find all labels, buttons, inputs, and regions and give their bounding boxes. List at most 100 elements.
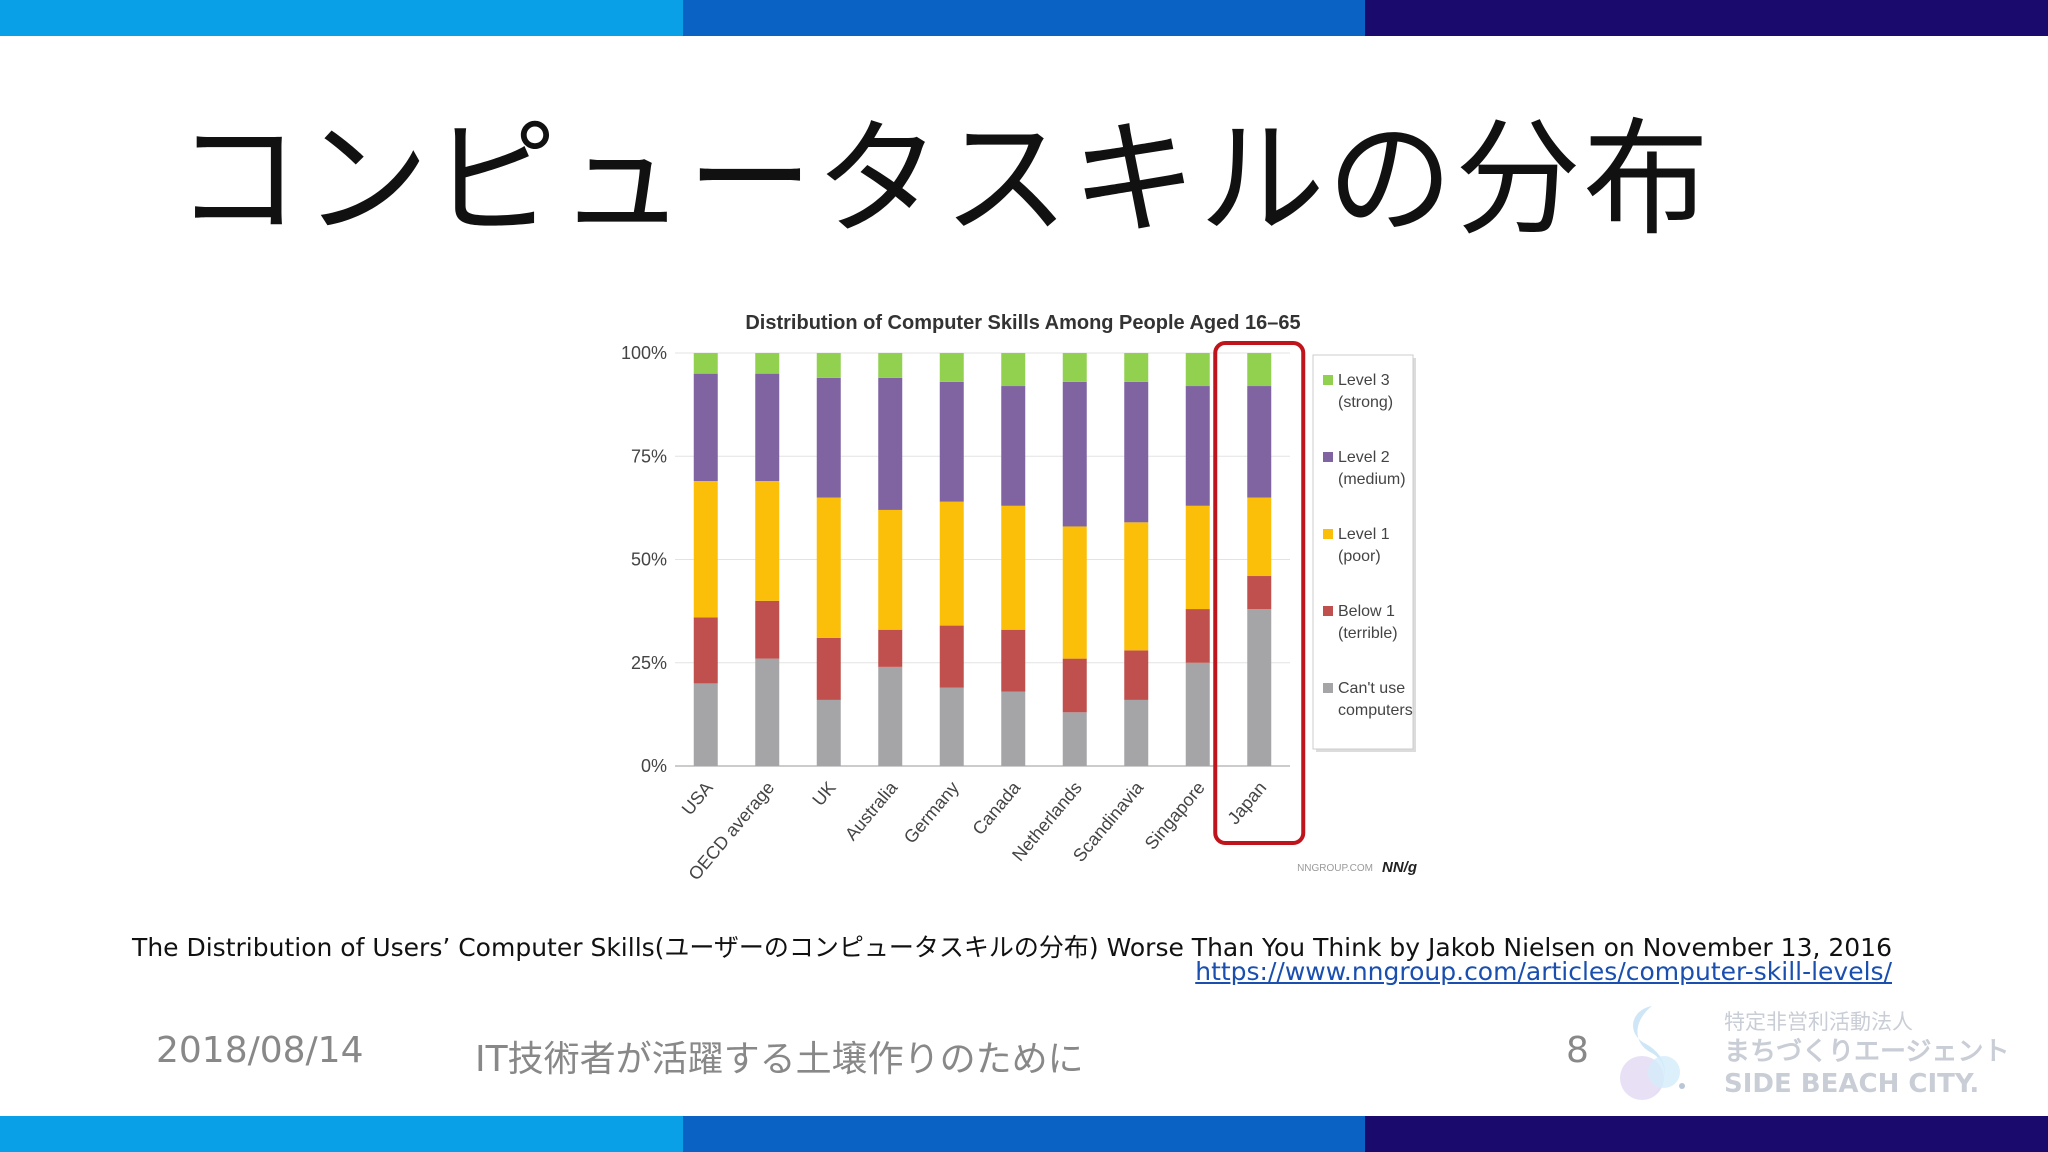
x-tick-label: Canada [968, 777, 1024, 839]
organization-logo-icon [1620, 1006, 1685, 1100]
x-tick-label: Australia [841, 777, 902, 844]
bar-segment [1062, 712, 1087, 766]
bar-segment [1062, 381, 1087, 527]
y-tick-label: 0% [641, 756, 667, 776]
bar-segment [939, 353, 964, 382]
bar-segment [1247, 576, 1272, 610]
bar-segment [816, 637, 841, 700]
legend-label: (poor) [1338, 548, 1381, 565]
bar-segment [1001, 386, 1026, 506]
bar-segment [693, 617, 718, 684]
bar-segment [1124, 522, 1149, 651]
bar-segment [878, 509, 903, 630]
bar-segment [1062, 658, 1087, 713]
bar-segment [755, 658, 780, 766]
band-segment-2 [682, 0, 1366, 36]
x-tick-label: Germany [900, 778, 963, 848]
page-number: 8 [1566, 1030, 1589, 1071]
legend-label: Below 1 [1338, 603, 1395, 620]
chart-title: Distribution of Computer Skills Among Pe… [745, 312, 1300, 334]
highlight-box [1213, 341, 1306, 845]
bar-segment [755, 353, 780, 374]
legend-swatch [1323, 606, 1333, 616]
org-type: 特定非営利活動法人 [1724, 1010, 1913, 1034]
bar-segment [816, 353, 841, 378]
bottom-color-band [0, 1116, 2048, 1152]
footer-date: 2018/08/14 [156, 1030, 364, 1071]
band-segment-2 [682, 1116, 1366, 1152]
legend-label: (strong) [1338, 394, 1393, 411]
bar-segment [1247, 497, 1272, 577]
legend-swatch [1323, 529, 1333, 539]
bar-segment [878, 353, 903, 378]
bar-segment [939, 501, 964, 626]
slide-title: コンピュータスキルの分布 [175, 106, 1711, 253]
bar-segment [1185, 662, 1210, 766]
bar-segment [1124, 381, 1149, 523]
bar-segment [1185, 353, 1210, 387]
bar-segment [1247, 353, 1272, 387]
nng-logo-text: NN/g [1382, 859, 1417, 876]
band-segment-3 [1365, 1116, 2048, 1152]
bar-segment [878, 666, 903, 766]
bar-segment [1001, 629, 1026, 692]
x-tick-label: Singapore [1141, 778, 1209, 854]
legend-label: (terrible) [1338, 625, 1398, 642]
bar-segment [1124, 650, 1149, 700]
x-tick-label: UK [808, 778, 839, 810]
bar-segment [755, 373, 780, 482]
chart-image: Distribution of Computer Skills Among Pe… [615, 305, 1425, 885]
legend-label: (medium) [1338, 471, 1406, 488]
bar-segment [693, 683, 718, 766]
band-segment-3 [1365, 0, 2048, 36]
bar-segment [1185, 386, 1210, 506]
legend-swatch [1323, 683, 1333, 693]
band-segment-1 [0, 1116, 683, 1152]
bar-segment [1124, 699, 1149, 766]
bar-segment [1062, 526, 1087, 659]
bar-segment [816, 377, 841, 498]
band-segment-1 [0, 0, 683, 36]
legend-label: Level 2 [1338, 449, 1390, 466]
bar-segment [1001, 353, 1026, 387]
bar-segment [1001, 691, 1026, 766]
org-name-jp: まちづくりエージェント [1724, 1037, 2010, 1067]
bar-segment [1062, 353, 1087, 382]
legend-label: computers [1338, 702, 1413, 719]
bar-segment [939, 687, 964, 766]
bar-segment [755, 481, 780, 601]
bar-segment [1001, 505, 1026, 630]
legend-swatch [1323, 375, 1333, 385]
bar-segment [693, 481, 718, 618]
source-link[interactable]: https://www.nngroup.com/articles/compute… [1195, 957, 1892, 986]
top-color-band [0, 0, 2048, 36]
org-name-en: SIDE BEACH CITY. [1724, 1069, 1980, 1099]
footer-talk-title: IT技術者が活躍する土壌作りのために [475, 1039, 1084, 1080]
bar-segment [939, 381, 964, 502]
bar-segment [693, 353, 718, 374]
y-tick-label: 75% [631, 446, 667, 466]
bar-segment [939, 625, 964, 688]
bar-segment [755, 600, 780, 659]
watermark-text: NNGROUP.COM [1297, 863, 1373, 874]
bar-segment [1124, 353, 1149, 382]
y-tick-label: 100% [621, 343, 667, 363]
bar-segment [1247, 609, 1272, 766]
bar-segment [878, 629, 903, 667]
y-tick-label: 50% [631, 550, 667, 570]
organization-name: 特定非営利活動法人 まちづくりエージェント SIDE BEACH CITY. [1724, 1008, 2009, 1100]
bar-segment [1185, 505, 1210, 610]
legend-swatch [1323, 452, 1333, 462]
legend-label: Level 3 [1338, 372, 1390, 389]
source-citation: The Distribution of Users’ Computer Skil… [132, 933, 1892, 962]
y-tick-label: 25% [631, 653, 667, 673]
legend-label: Can't use [1338, 680, 1405, 697]
stacked-bar-chart: Distribution of Computer Skills Among Pe… [621, 312, 1417, 884]
bar-segment [1247, 386, 1272, 498]
x-tick-label: USA [678, 778, 717, 819]
bar-segment [878, 377, 903, 510]
legend-label: Level 1 [1338, 526, 1390, 543]
bar-segment [816, 497, 841, 638]
bar-segment [1185, 609, 1210, 663]
bar-segment [693, 373, 718, 482]
